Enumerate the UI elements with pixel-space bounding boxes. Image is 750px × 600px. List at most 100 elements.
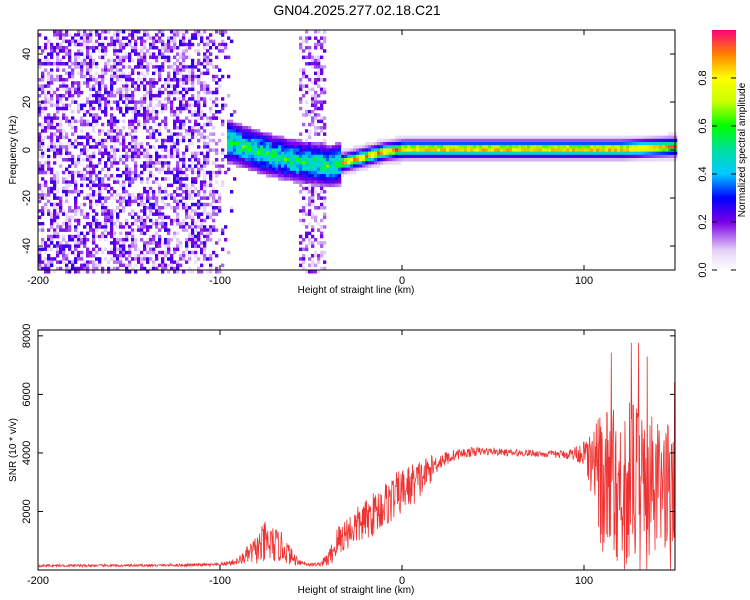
spectrogram-cell bbox=[149, 186, 153, 191]
spectrogram-cell bbox=[47, 170, 51, 175]
spectrogram-cell bbox=[176, 65, 180, 69]
spectrogram-cell bbox=[140, 177, 144, 181]
spectrogram-cell bbox=[575, 145, 579, 149]
spectrogram-cell bbox=[74, 199, 78, 204]
spectrogram-cell bbox=[161, 206, 165, 210]
spectrogram-cell bbox=[335, 142, 339, 146]
spectrogram-cell bbox=[92, 234, 96, 239]
spectrogram-cell bbox=[128, 122, 132, 127]
spectrogram-cell bbox=[452, 138, 456, 143]
spectrogram-cell bbox=[305, 39, 309, 44]
spectrogram-cell bbox=[278, 148, 282, 152]
spectrogram-cell bbox=[209, 257, 213, 261]
spectrogram-cell bbox=[110, 100, 114, 104]
spectrogram-cell bbox=[242, 148, 246, 152]
spectrogram-cell bbox=[467, 154, 471, 159]
spectrogram-cell bbox=[581, 148, 585, 152]
spectrogram-cell bbox=[167, 39, 171, 44]
spectrogram-cell bbox=[392, 142, 396, 146]
spectrogram-cell bbox=[185, 145, 189, 149]
spectrogram-cell bbox=[92, 58, 96, 63]
spectrogram-cell bbox=[173, 132, 177, 136]
spectrogram-cell bbox=[509, 158, 513, 162]
spectrogram-cell bbox=[113, 30, 117, 34]
spectrogram-cell bbox=[173, 62, 177, 66]
spectrogram-cell bbox=[128, 39, 132, 44]
spectrogram-cell bbox=[164, 78, 168, 82]
spectrogram-cell bbox=[167, 81, 171, 85]
spectrogram-cell bbox=[152, 46, 156, 50]
spectrogram-cell bbox=[335, 180, 339, 184]
spectrogram-cell bbox=[89, 122, 93, 127]
spectrogram-cell bbox=[671, 154, 675, 159]
spectrogram-cell bbox=[278, 138, 282, 143]
spectrogram-cell bbox=[104, 106, 108, 111]
spectrogram-cell bbox=[653, 158, 657, 162]
spectrogram-cell bbox=[479, 145, 483, 149]
spectrogram-cell bbox=[173, 250, 177, 255]
spectrogram-cell bbox=[638, 135, 642, 140]
spectrogram-cell bbox=[122, 126, 126, 130]
spectrogram-cell bbox=[485, 145, 489, 149]
spectrogram-cell bbox=[317, 164, 321, 168]
spectrogram-cell bbox=[248, 154, 252, 159]
spectrogram-cell bbox=[140, 228, 144, 232]
spectrogram-cell bbox=[248, 161, 252, 165]
spectrogram-cell bbox=[206, 36, 210, 40]
spectrogram-cell bbox=[371, 142, 375, 146]
spectrogram-cell bbox=[395, 151, 399, 156]
spectrogram-cell bbox=[197, 52, 201, 56]
spectrogram-cell bbox=[80, 142, 84, 146]
spectrogram-cell bbox=[215, 81, 219, 85]
spectrogram-cell bbox=[275, 167, 279, 172]
spectrogram-cell bbox=[563, 154, 567, 159]
spectrogram-cell bbox=[230, 206, 234, 210]
spectrogram-cell bbox=[116, 148, 120, 152]
spectrogram-cell bbox=[53, 183, 57, 188]
spectrogram-cell bbox=[104, 65, 108, 69]
spectrogram-cell bbox=[122, 183, 126, 188]
spectrogram-cell bbox=[335, 170, 339, 175]
spectrogram-cell bbox=[323, 39, 327, 44]
spectrogram-cell bbox=[71, 154, 75, 159]
spectrogram-cell bbox=[188, 164, 192, 168]
spectrogram-cell bbox=[47, 52, 51, 56]
spectrogram-cell bbox=[194, 110, 198, 114]
spectrogram-cell bbox=[458, 138, 462, 143]
spectrogram-cell bbox=[182, 161, 186, 165]
spectrogram-cell bbox=[89, 135, 93, 140]
spectrogram-cell bbox=[350, 158, 354, 162]
spectrogram-cell bbox=[59, 36, 63, 40]
spectrogram-cell bbox=[635, 142, 639, 146]
spectrogram-cell bbox=[170, 49, 174, 53]
spectrogram-cell bbox=[179, 180, 183, 184]
spectrogram-cell bbox=[230, 154, 234, 159]
spectrogram-cell bbox=[170, 170, 174, 175]
spectrogram-cell bbox=[539, 148, 543, 152]
spectrogram-cell bbox=[314, 71, 318, 76]
spectrogram-cell bbox=[515, 138, 519, 143]
spectrogram-cell bbox=[167, 231, 171, 236]
spectrogram-cell bbox=[233, 177, 237, 181]
spectrogram-cell bbox=[443, 135, 447, 140]
spectrogram-cell bbox=[143, 65, 147, 69]
spectrogram-cell bbox=[383, 148, 387, 152]
spectrogram-cell bbox=[605, 145, 609, 149]
spectrogram-cell bbox=[173, 174, 177, 178]
spectrogram-cell bbox=[284, 177, 288, 181]
spectrogram-cell bbox=[59, 126, 63, 130]
spectrogram-cell bbox=[476, 142, 480, 146]
spectrogram-cell bbox=[581, 142, 585, 146]
spectrogram-cell bbox=[65, 158, 69, 162]
spectrogram-cell bbox=[131, 193, 135, 197]
spectrogram-cell bbox=[527, 145, 531, 149]
spectrogram-cell bbox=[104, 71, 108, 76]
spectrogram-cell bbox=[353, 148, 357, 152]
spectrogram-cell bbox=[80, 119, 84, 124]
spectrogram-cell bbox=[134, 212, 138, 216]
spectrogram-cell bbox=[47, 116, 51, 120]
spectrogram-cell bbox=[521, 158, 525, 162]
spectrogram-cell bbox=[149, 100, 153, 104]
spectrogram-cell bbox=[131, 234, 135, 239]
spectrogram-cell bbox=[125, 193, 129, 197]
